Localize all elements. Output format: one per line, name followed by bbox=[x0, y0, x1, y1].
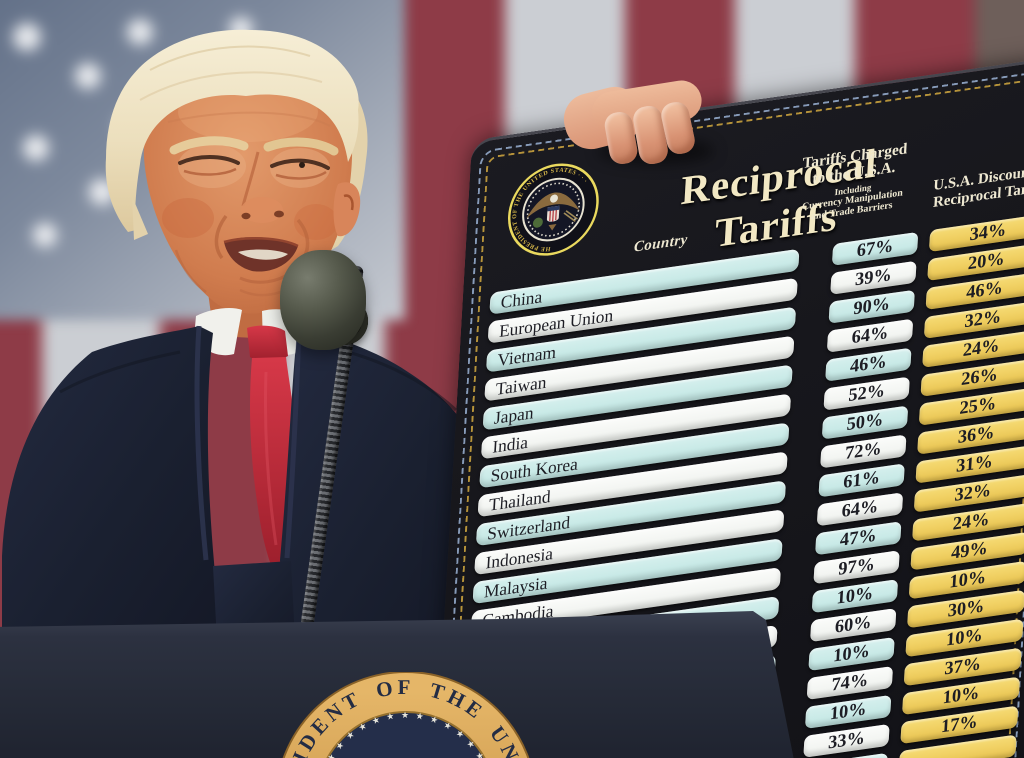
nose-tip bbox=[241, 197, 283, 223]
seal-olive-branch bbox=[532, 217, 543, 228]
charged-cell: 39% bbox=[830, 260, 917, 295]
smile-fold-left bbox=[214, 214, 228, 260]
eye-right-pupil bbox=[299, 162, 305, 168]
tie-knot bbox=[247, 325, 288, 362]
charged-cell: 10% bbox=[811, 579, 899, 614]
ear bbox=[333, 182, 361, 237]
forehead-wrinkle bbox=[167, 111, 331, 127]
flag-star bbox=[127, 19, 153, 45]
charged-cell: 10% bbox=[804, 694, 892, 729]
charged-cell: 47% bbox=[815, 521, 902, 556]
eye-socket-highlight bbox=[178, 144, 246, 188]
charged-cell: 33% bbox=[803, 723, 890, 758]
eyebrow-left bbox=[169, 136, 249, 155]
charged-cell: 46% bbox=[825, 347, 912, 382]
charged-cell: 60% bbox=[810, 608, 897, 643]
flag-star bbox=[23, 135, 49, 161]
eye-left-lower-lid bbox=[183, 167, 237, 176]
nostril bbox=[274, 210, 284, 218]
flag-star bbox=[13, 23, 41, 51]
eye-socket-highlight bbox=[270, 148, 330, 188]
charged-cell: 97% bbox=[813, 550, 900, 585]
overcoat-left bbox=[2, 326, 222, 660]
shoulder-seam-right bbox=[347, 350, 458, 412]
trump-figure bbox=[2, 29, 480, 660]
eye-left bbox=[178, 155, 240, 165]
cheek-blush bbox=[162, 198, 214, 238]
charged-cell: 61% bbox=[818, 463, 905, 498]
lapel-right bbox=[284, 328, 302, 559]
seal-eagle-wings bbox=[526, 192, 580, 219]
eyebrow-right bbox=[263, 137, 339, 156]
tariff-board: SEAL OF THE PRESIDENT OF THE UNITED STAT… bbox=[429, 55, 1024, 758]
tie-sheen bbox=[264, 371, 278, 546]
ear-inner bbox=[343, 194, 354, 211]
eye-right-lower-lid bbox=[275, 170, 327, 180]
presidential-seal-icon: SEAL OF THE PRESIDENT OF THE UNITED STAT… bbox=[504, 156, 599, 258]
jowl-left bbox=[174, 249, 207, 294]
charged-cell: 67% bbox=[831, 231, 919, 266]
flag-star bbox=[75, 63, 101, 89]
charged-cell: 72% bbox=[820, 434, 907, 469]
forehead-highlight bbox=[178, 82, 318, 142]
sideburn bbox=[132, 196, 148, 240]
seal-arrows bbox=[563, 210, 578, 222]
seal-tail bbox=[548, 223, 557, 231]
charged-cell: 10% bbox=[808, 637, 895, 672]
charged-cell: 52% bbox=[823, 376, 910, 411]
upper-lip-line bbox=[223, 236, 299, 248]
charged-cell: 64% bbox=[826, 318, 914, 353]
flag-star bbox=[33, 223, 57, 247]
nostril bbox=[241, 212, 251, 220]
hair-strand bbox=[139, 71, 323, 101]
hair bbox=[105, 29, 359, 232]
charged-cell: 74% bbox=[806, 665, 894, 701]
charged-cell: 50% bbox=[821, 405, 909, 440]
lapel-left bbox=[194, 325, 209, 561]
hair-strand bbox=[149, 45, 311, 71]
nose-bridge bbox=[241, 151, 260, 207]
podium-seal-icon: PRESIDENT OF THE UNITED ★ ★ ★ ★ ★ ★ ★ ★ … bbox=[270, 672, 537, 758]
shoulder-seam-left bbox=[59, 350, 181, 394]
discounted-cell: 34% bbox=[928, 213, 1024, 253]
eye-right bbox=[270, 158, 330, 170]
microphone-head bbox=[280, 250, 366, 350]
teeth bbox=[238, 249, 288, 260]
charged-cell: 64% bbox=[816, 492, 904, 527]
seal-eagle-head bbox=[550, 194, 558, 203]
charged-cell: 90% bbox=[828, 289, 915, 324]
